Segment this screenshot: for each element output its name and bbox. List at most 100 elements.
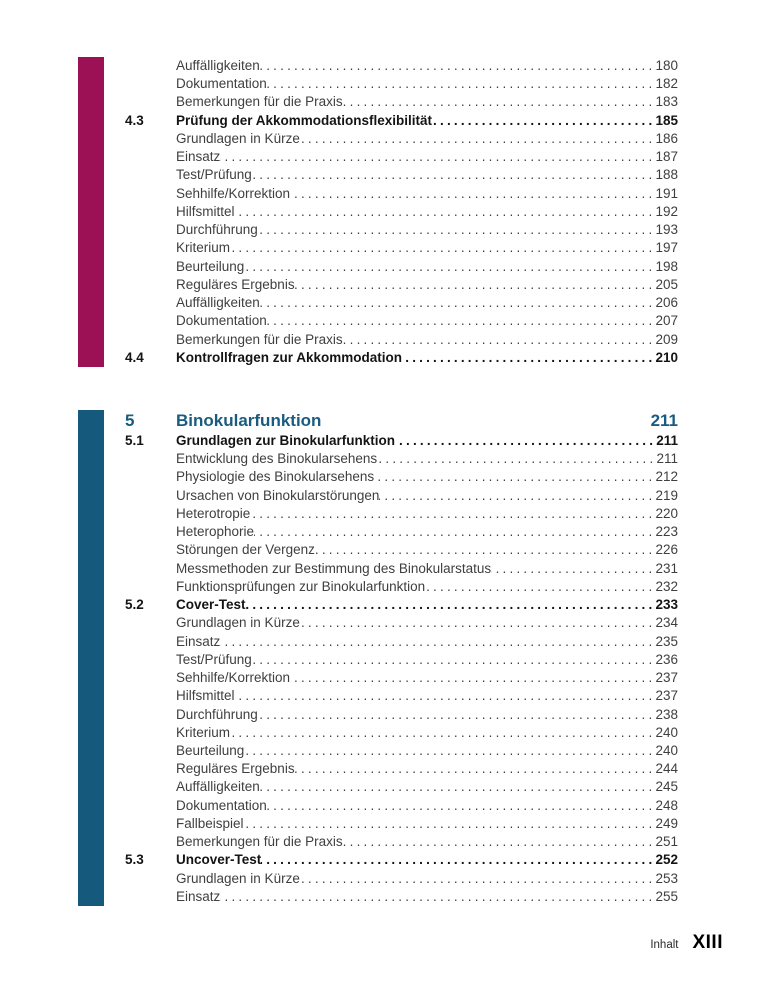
entry-title: Entwicklung des Binokularsehens — [176, 451, 378, 467]
entry-title: Grundlagen in Kürze — [176, 870, 300, 886]
toc-entry: Einsatz 235 — [125, 633, 678, 651]
entry-title: Heterophorie — [176, 524, 255, 540]
entry-title: Beurteilung — [176, 258, 245, 274]
toc-entry: Reguläres Ergebnis 244 — [125, 760, 678, 778]
entry-page-number: 185 — [655, 112, 678, 128]
entry-page-number: 248 — [655, 797, 678, 813]
entry-number: 5.3 — [125, 852, 144, 868]
chapter-title: Binokularfunktion — [176, 410, 322, 430]
entry-title: Sehhilfe/Korrektion — [176, 185, 291, 201]
entry-page-number: 251 — [655, 834, 678, 850]
entry-page-number: 237 — [655, 670, 678, 686]
entry-title: Bemerkungen für die Praxis — [176, 94, 343, 110]
toc-entry: Dokumentation 182 — [125, 75, 678, 93]
dot-leader — [343, 93, 656, 111]
entry-title: Physiologie des Binokularsehens — [176, 469, 375, 485]
entry-page-number: 211 — [656, 451, 678, 467]
toc-entry: Reguläres Ergebnis 205 — [125, 276, 678, 294]
toc-entry: Test/Prüfung 236 — [125, 651, 678, 669]
dot-leader — [220, 888, 655, 906]
entry-title: Grundlagen zur Binokularfunktion — [176, 432, 395, 448]
toc-entry: Auffälligkeiten 245 — [125, 778, 678, 796]
toc-entry: Bemerkungen für die Praxis 183 — [125, 93, 678, 111]
dot-leader — [300, 870, 656, 888]
dot-leader — [261, 851, 655, 869]
page-footer: Inhalt XIII — [650, 932, 723, 954]
dot-leader — [244, 815, 656, 833]
chapter-page-number: 211 — [650, 410, 678, 430]
entry-page-number: 210 — [655, 349, 678, 365]
dot-leader — [260, 57, 656, 75]
entry-page-number: 253 — [655, 870, 678, 886]
entry-page-number: 240 — [655, 724, 678, 740]
entry-page-number: 205 — [655, 276, 678, 292]
toc-entry: Sehhilfe/Korrektion 191 — [125, 185, 678, 203]
dot-leader — [343, 331, 656, 349]
entry-page-number: 211 — [656, 432, 678, 448]
dot-leader — [220, 148, 655, 166]
entry-title: Beurteilung — [176, 742, 245, 758]
entry-title: Sehhilfe/Korrektion — [176, 670, 291, 686]
entry-page-number: 220 — [655, 505, 678, 521]
toc-entry: Kriterium 240 — [125, 724, 678, 742]
dot-leader — [290, 669, 655, 687]
entry-page-number: 182 — [655, 76, 678, 92]
dot-leader — [267, 75, 656, 93]
entry-number: 4.3 — [125, 112, 144, 128]
toc-entry: 4.4 Kontrollfragen zur Akkommodation 210 — [125, 349, 678, 367]
dot-leader — [295, 760, 656, 778]
entry-page-number: 188 — [655, 167, 678, 183]
entry-page-number: 223 — [655, 524, 678, 540]
section-5-entries: 5 Binokularfunktion 211 5.1 Grundlagen zu… — [125, 410, 678, 906]
entry-page-number: 233 — [655, 597, 678, 613]
entry-page-number: 236 — [655, 651, 678, 667]
entry-title: Einsatz — [176, 149, 221, 165]
entry-title: Heterotropie — [176, 505, 251, 521]
entry-title: Reguläres Ergebnis — [176, 276, 295, 292]
toc-entry: Heterotropie 220 — [125, 505, 678, 523]
entry-page-number: 191 — [655, 185, 678, 201]
dot-leader — [230, 724, 655, 742]
toc-entry: Dokumentation 248 — [125, 797, 678, 815]
chapter-number: 5 — [125, 410, 135, 430]
entry-title: Grundlagen in Kürze — [176, 615, 300, 631]
toc-entry: Hilfsmittel 237 — [125, 687, 678, 705]
dot-leader — [235, 687, 656, 705]
entry-title: Auffälligkeiten — [176, 779, 260, 795]
toc-entry: Bemerkungen für die Praxis 209 — [125, 331, 678, 349]
dot-leader — [300, 130, 656, 148]
entry-number: 5.2 — [125, 597, 144, 613]
dot-leader — [252, 166, 656, 184]
entry-title: Funktionsprüfungen zur Binokularfunktion — [176, 578, 426, 594]
entry-title: Bemerkungen für die Praxis — [176, 834, 343, 850]
dot-leader — [250, 505, 655, 523]
toc-entry: Ursachen von Binokularstörungen 219 — [125, 487, 678, 505]
entry-title: Auffälligkeiten — [176, 58, 260, 73]
entry-number: 5.1 — [125, 432, 144, 448]
toc-entry: 5.1 Grundlagen zur Binokularfunktion 211 — [125, 432, 678, 450]
toc-entry: Grundlagen in Kürze 234 — [125, 614, 678, 632]
dot-leader — [258, 706, 656, 724]
footer-label: Inhalt — [650, 939, 679, 951]
toc-entry: Hilfsmittel 192 — [125, 203, 678, 221]
toc-entry: Beurteilung 198 — [125, 258, 678, 276]
entry-title: Dokumentation — [176, 76, 267, 92]
dot-leader — [244, 258, 655, 276]
entry-number: 4.4 — [125, 349, 144, 365]
toc-entry: Sehhilfe/Korrektion 237 — [125, 669, 678, 687]
entry-page-number: 252 — [655, 852, 678, 868]
entry-page-number: 183 — [655, 94, 678, 110]
dot-leader — [260, 778, 656, 796]
toc-entry: Durchführung 238 — [125, 706, 678, 724]
entry-page-number: 232 — [655, 578, 678, 594]
entry-title: Messmethoden zur Bestimmung des Binokula… — [176, 560, 492, 576]
toc-entry: Auffälligkeiten 206 — [125, 294, 678, 312]
toc-entry: Grundlagen in Kürze 253 — [125, 870, 678, 888]
entry-page-number: 209 — [655, 331, 678, 347]
entry-page-number: 193 — [655, 222, 678, 238]
entry-title: Prüfung der Akkommodationsflexibilität — [176, 112, 433, 128]
entry-page-number: 231 — [655, 560, 678, 576]
entry-title: Einsatz — [176, 633, 221, 649]
entry-page-number: 197 — [655, 240, 678, 256]
